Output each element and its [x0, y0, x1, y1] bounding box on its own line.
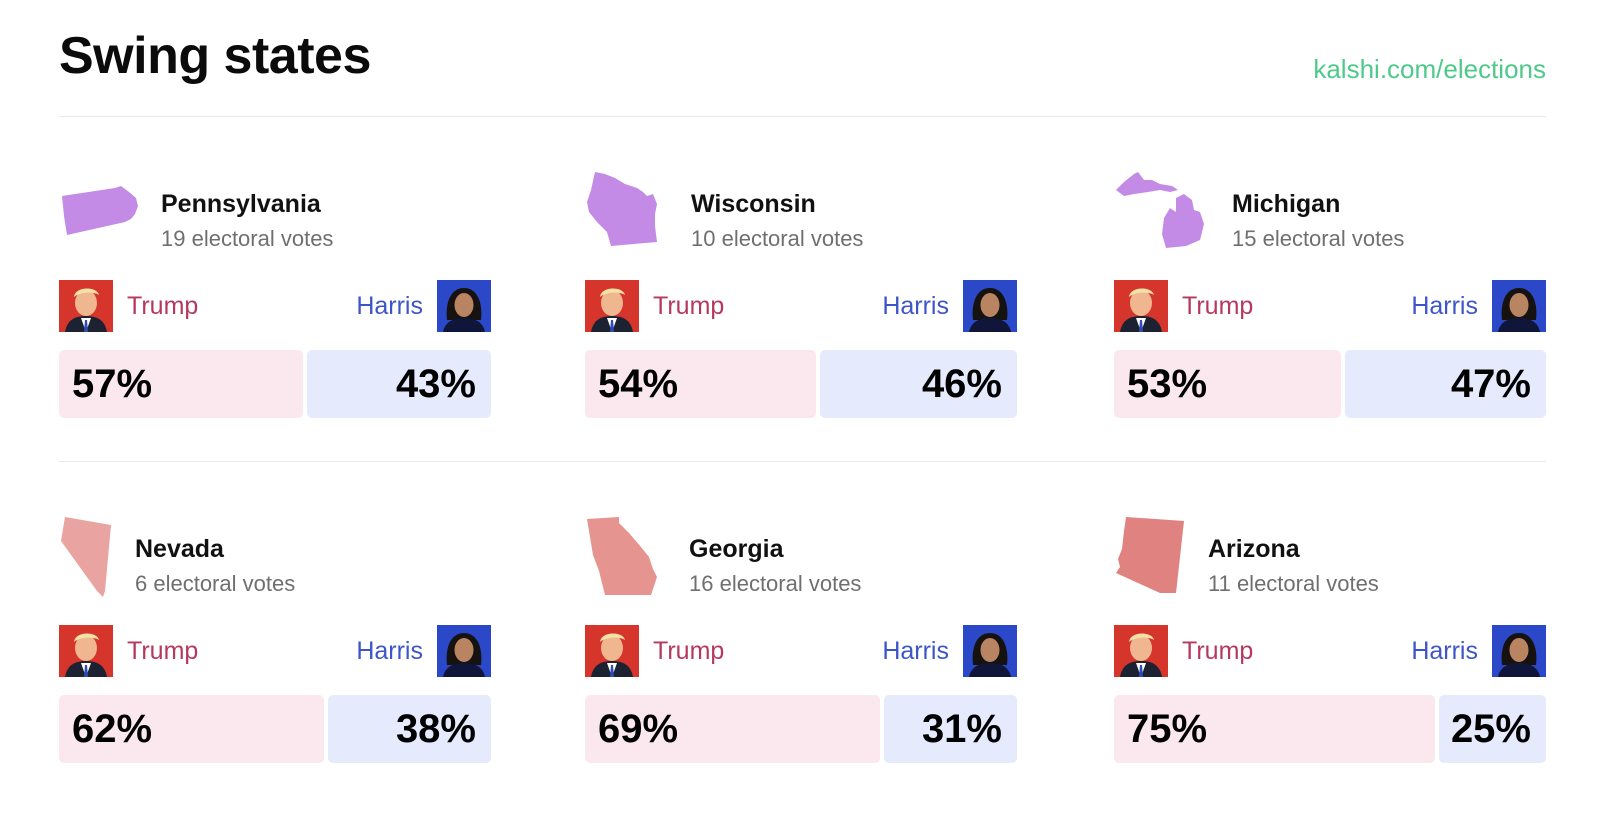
header-divider: [59, 116, 1546, 117]
state-card-michigan[interactable]: Michigan 15 electoral votes Trump Harris…: [1114, 172, 1546, 436]
odds-bar: 75% 25%: [1114, 695, 1546, 763]
state-card-pennsylvania[interactable]: Pennsylvania 19 electoral votes Trump Ha…: [59, 176, 491, 436]
trump-label: Trump: [1182, 637, 1254, 665]
trump-label: Trump: [127, 292, 199, 320]
page-title: Swing states: [59, 27, 371, 85]
harris-avatar-icon: [1492, 625, 1546, 677]
harris-percentage[interactable]: 46%: [820, 350, 1017, 418]
harris-percentage[interactable]: 47%: [1345, 350, 1546, 418]
electoral-votes: 19 electoral votes: [161, 226, 334, 251]
state-card-wisconsin[interactable]: Wisconsin 10 electoral votes Trump Harri…: [585, 172, 1017, 436]
trump-avatar-icon: [59, 280, 113, 332]
harris-avatar-icon: [437, 280, 491, 332]
trump-avatar-icon: [585, 625, 639, 677]
pennsylvania-shape-icon: [62, 186, 138, 235]
state-name: Arizona: [1208, 535, 1300, 563]
odds-bar: 69% 31%: [585, 695, 1017, 763]
harris-percentage[interactable]: 31%: [884, 695, 1017, 763]
odds-bar: 62% 38%: [59, 695, 491, 763]
state-name: Pennsylvania: [161, 190, 321, 218]
candidate-row: Trump Harris: [59, 280, 491, 334]
trump-avatar-icon: [1114, 280, 1168, 332]
trump-label: Trump: [653, 637, 725, 665]
michigan-shape-icon: [1116, 172, 1204, 248]
harris-percentage[interactable]: 25%: [1439, 695, 1546, 763]
page-header: Swing states kalshi.com/elections: [59, 26, 1546, 118]
harris-label: Harris: [1411, 637, 1478, 665]
electoral-votes: 16 electoral votes: [689, 571, 862, 596]
odds-bar: 54% 46%: [585, 350, 1017, 418]
trump-percentage[interactable]: 54%: [585, 350, 816, 418]
harris-avatar-icon: [963, 625, 1017, 677]
electoral-votes: 10 electoral votes: [691, 226, 864, 251]
candidate-row: Trump Harris: [59, 625, 491, 679]
candidate-row: Trump Harris: [1114, 280, 1546, 334]
state-name: Michigan: [1232, 190, 1341, 218]
trump-avatar-icon: [585, 280, 639, 332]
trump-percentage[interactable]: 57%: [59, 350, 303, 418]
state-card-nevada[interactable]: Nevada 6 electoral votes Trump Harris 62…: [59, 517, 491, 781]
trump-label: Trump: [127, 637, 199, 665]
georgia-shape-icon: [587, 517, 657, 595]
harris-avatar-icon: [963, 280, 1017, 332]
nevada-shape-icon: [61, 517, 111, 597]
electoral-votes: 11 electoral votes: [1208, 571, 1379, 596]
row-divider: [59, 461, 1546, 462]
harris-label: Harris: [882, 637, 949, 665]
trump-percentage[interactable]: 75%: [1114, 695, 1435, 763]
trump-avatar-icon: [59, 625, 113, 677]
electoral-votes: 15 electoral votes: [1232, 226, 1405, 251]
candidate-row: Trump Harris: [585, 280, 1017, 334]
state-name: Nevada: [135, 535, 224, 563]
electoral-votes: 6 electoral votes: [135, 571, 296, 596]
harris-avatar-icon: [1492, 280, 1546, 332]
trump-percentage[interactable]: 53%: [1114, 350, 1341, 418]
trump-avatar-icon: [1114, 625, 1168, 677]
trump-percentage[interactable]: 62%: [59, 695, 324, 763]
trump-percentage[interactable]: 69%: [585, 695, 880, 763]
state-card-arizona[interactable]: Arizona 11 electoral votes Trump Harris …: [1114, 517, 1546, 781]
harris-label: Harris: [882, 292, 949, 320]
state-card-georgia[interactable]: Georgia 16 electoral votes Trump Harris …: [585, 517, 1017, 781]
harris-label: Harris: [1411, 292, 1478, 320]
kalshi-elections-link[interactable]: kalshi.com/elections: [1313, 54, 1546, 84]
harris-label: Harris: [356, 637, 423, 665]
odds-bar: 53% 47%: [1114, 350, 1546, 418]
candidate-row: Trump Harris: [1114, 625, 1546, 679]
state-name: Georgia: [689, 535, 784, 563]
candidate-row: Trump Harris: [585, 625, 1017, 679]
trump-label: Trump: [1182, 292, 1254, 320]
odds-bar: 57% 43%: [59, 350, 491, 418]
harris-percentage[interactable]: 38%: [328, 695, 491, 763]
trump-label: Trump: [653, 292, 725, 320]
arizona-shape-icon: [1116, 517, 1184, 593]
harris-label: Harris: [356, 292, 423, 320]
harris-percentage[interactable]: 43%: [307, 350, 491, 418]
wisconsin-shape-icon: [587, 172, 657, 246]
state-name: Wisconsin: [691, 190, 816, 218]
harris-avatar-icon: [437, 625, 491, 677]
